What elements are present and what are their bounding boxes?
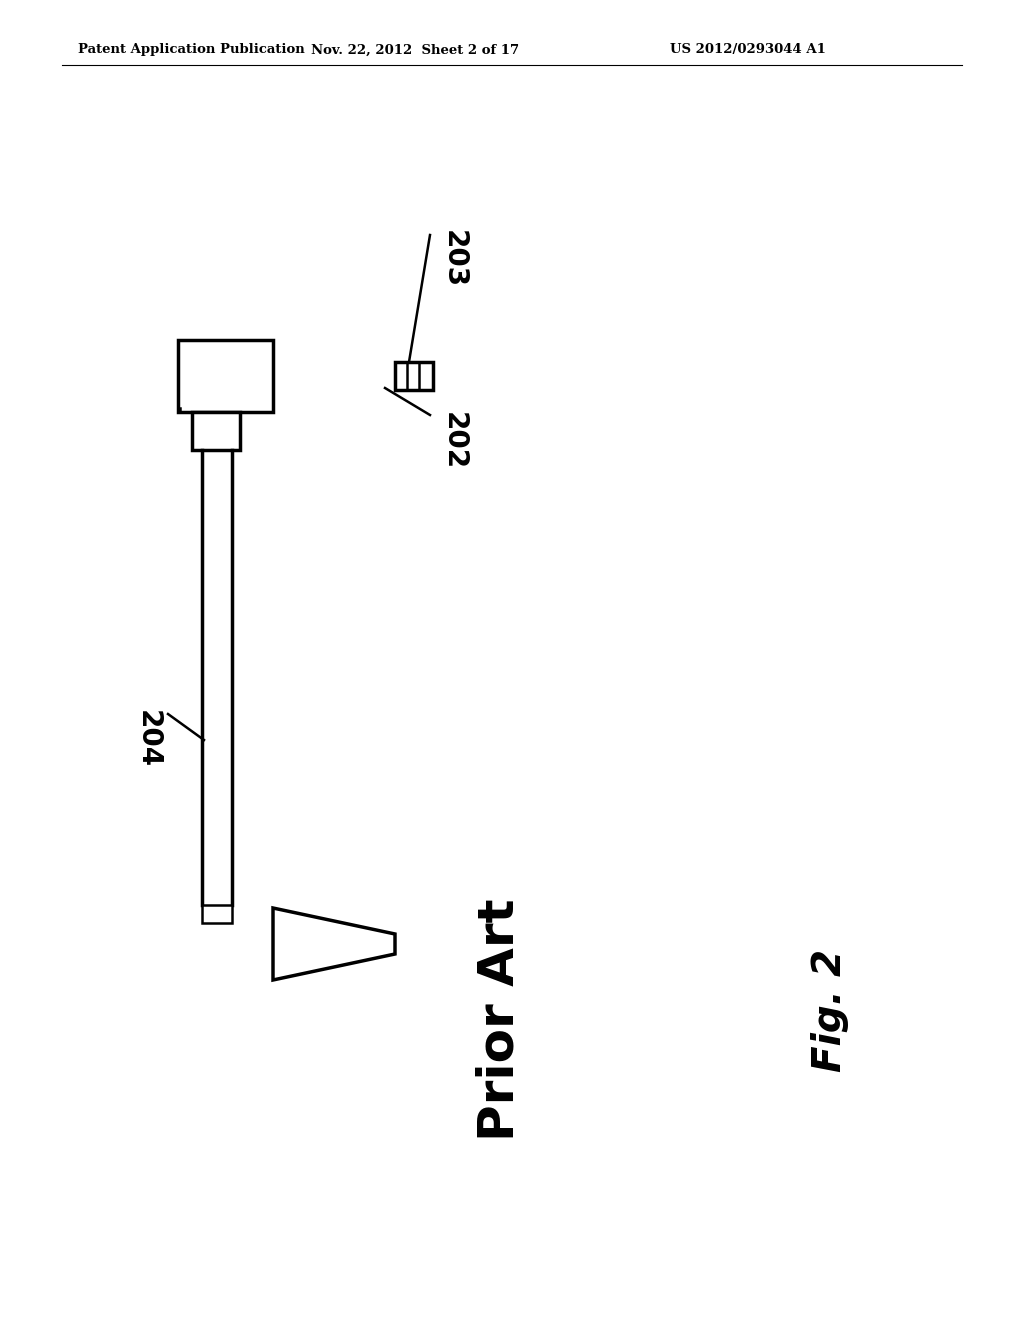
Text: 202: 202 — [440, 412, 468, 470]
Bar — [193, 412, 240, 450]
Text: 204: 204 — [134, 710, 162, 768]
Text: 203: 203 — [440, 230, 468, 288]
Text: Prior Art: Prior Art — [476, 899, 524, 1142]
Bar — [202, 906, 232, 923]
Text: US 2012/0293044 A1: US 2012/0293044 A1 — [670, 44, 826, 57]
Text: Patent Application Publication: Patent Application Publication — [78, 44, 305, 57]
Bar — [395, 362, 433, 389]
Text: Nov. 22, 2012  Sheet 2 of 17: Nov. 22, 2012 Sheet 2 of 17 — [311, 44, 519, 57]
Bar — [178, 341, 273, 412]
Text: Fig. 2: Fig. 2 — [811, 949, 849, 1072]
Polygon shape — [273, 908, 395, 979]
